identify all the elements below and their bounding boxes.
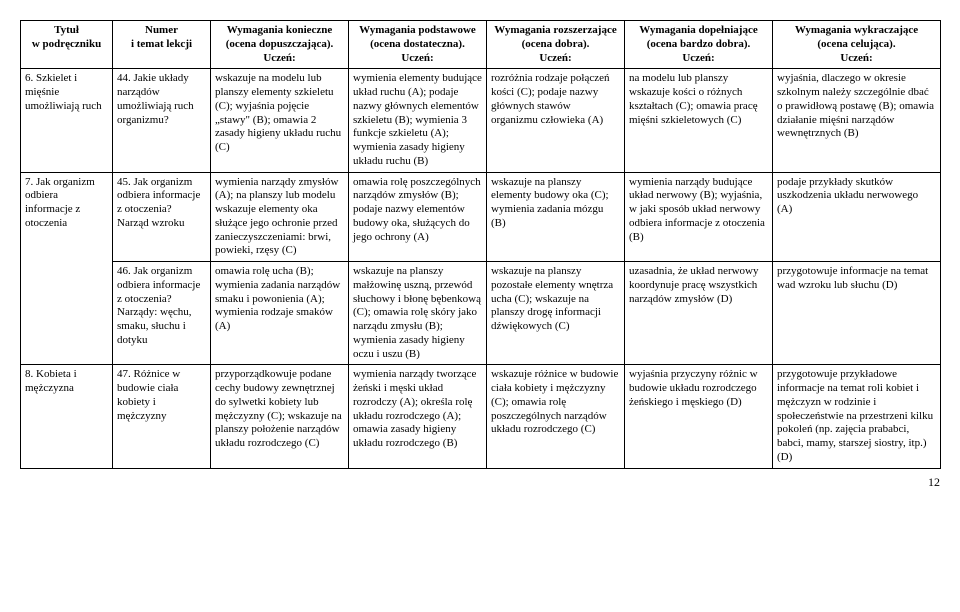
cell-dopelniajace: na modelu lub planszy wskazuje kości o r…	[625, 69, 773, 172]
cell-numer: 46. Jak organizm odbiera informacje z ot…	[113, 262, 211, 365]
column-header: Wymagania rozszerzające(ocena dobra).Ucz…	[487, 21, 625, 69]
cell-konieczne: wskazuje na modelu lub planszy elementy …	[211, 69, 349, 172]
cell-wykraczajace: wyjaśnia, dlaczego w okresie szkolnym na…	[773, 69, 941, 172]
table-row: 46. Jak organizm odbiera informacje z ot…	[21, 262, 941, 365]
cell-rozszerzajace: rozróżnia rodzaje połączeń kości (C); po…	[487, 69, 625, 172]
cell-dopelniajace: uzasadnia, że układ nerwowy koordynuje p…	[625, 262, 773, 365]
cell-rozszerzajace: wskazuje różnice w budowie ciała kobiety…	[487, 365, 625, 468]
cell-numer: 47. Różnice w budowie ciała kobiety i mę…	[113, 365, 211, 468]
table-row: 8. Kobieta i mężczyzna47. Różnice w budo…	[21, 365, 941, 468]
cell-numer: 44. Jakie układy narządów umożliwiają ru…	[113, 69, 211, 172]
cell-rozszerzajace: wskazuje na planszy pozostałe elementy w…	[487, 262, 625, 365]
cell-wykraczajace: przygotowuje informacje na temat wad wzr…	[773, 262, 941, 365]
cell-numer: 45. Jak organizm odbiera informacje z ot…	[113, 172, 211, 262]
column-header: Tytułw podręczniku	[21, 21, 113, 69]
column-header: Wymagania konieczne(ocena dopuszczająca)…	[211, 21, 349, 69]
cell-tytul: 7. Jak organizm odbiera informacje z oto…	[21, 172, 113, 365]
cell-podstawowe: wskazuje na planszy małżowinę uszną, prz…	[349, 262, 487, 365]
cell-wykraczajace: podaje przykłady skutków uszkodzenia ukł…	[773, 172, 941, 262]
table-header-row: Tytułw podręcznikuNumeri temat lekcjiWym…	[21, 21, 941, 69]
cell-rozszerzajace: wskazuje na planszy elementy budowy oka …	[487, 172, 625, 262]
cell-wykraczajace: przygotowuje przykładowe informacje na t…	[773, 365, 941, 468]
cell-konieczne: omawia rolę ucha (B); wymienia zadania n…	[211, 262, 349, 365]
cell-tytul: 8. Kobieta i mężczyzna	[21, 365, 113, 468]
cell-konieczne: wymienia narządy zmysłów (A); na planszy…	[211, 172, 349, 262]
cell-konieczne: przyporządkowuje podane cechy budowy zew…	[211, 365, 349, 468]
cell-podstawowe: omawia rolę poszczególnych narządów zmys…	[349, 172, 487, 262]
column-header: Wymagania podstawowe(ocena dostateczna).…	[349, 21, 487, 69]
column-header: Wymagania wykraczające(ocena celująca).U…	[773, 21, 941, 69]
column-header: Numeri temat lekcji	[113, 21, 211, 69]
cell-podstawowe: wymienia narządy tworzące żeński i męski…	[349, 365, 487, 468]
table-row: 6. Szkielet i mięśnie umożliwiają ruch44…	[21, 69, 941, 172]
column-header: Wymagania dopełniające(ocena bardzo dobr…	[625, 21, 773, 69]
cell-dopelniajace: wymienia narządy budujące układ nerwowy …	[625, 172, 773, 262]
table-row: 7. Jak organizm odbiera informacje z oto…	[21, 172, 941, 262]
cell-tytul: 6. Szkielet i mięśnie umożliwiają ruch	[21, 69, 113, 172]
curriculum-table: Tytułw podręcznikuNumeri temat lekcjiWym…	[20, 20, 941, 469]
page-number: 12	[20, 475, 940, 490]
cell-podstawowe: wymienia elementy budujące układ ruchu (…	[349, 69, 487, 172]
cell-dopelniajace: wyjaśnia przyczyny różnic w budowie ukła…	[625, 365, 773, 468]
